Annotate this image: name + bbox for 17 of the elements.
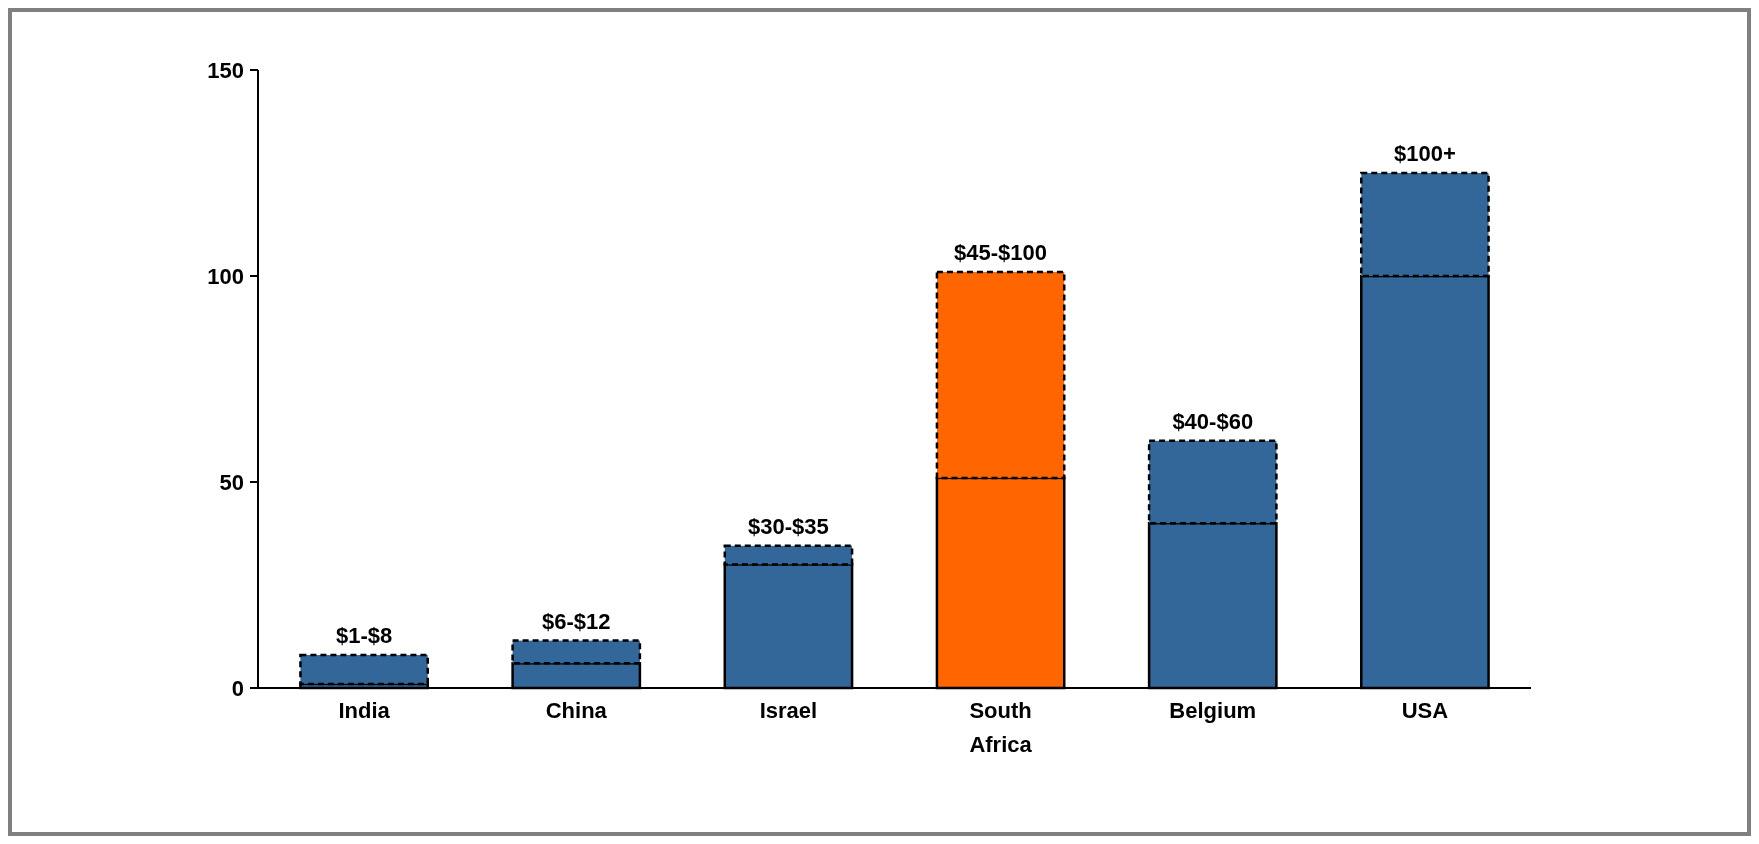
y-tick-label: 100	[207, 263, 244, 289]
annotation: $45-$100	[954, 239, 1048, 265]
bar	[299, 653, 429, 686]
x-tick-label: China	[545, 698, 608, 723]
x-tick-label: South Africa	[969, 698, 1033, 757]
annotation: $1-$8	[335, 623, 393, 649]
x-tick-label: USA	[1401, 698, 1449, 723]
annotation: $30-$35	[748, 513, 829, 539]
x-tick-label: Belgium	[1169, 698, 1257, 723]
annotation: $100+	[1394, 141, 1456, 166]
annotation: $40-$60	[1172, 408, 1254, 434]
y-tick-label: 50	[219, 469, 244, 495]
x-tick-label: Israel	[759, 698, 818, 723]
annotation: $6-$12	[541, 608, 611, 634]
y-tick-label: 0	[231, 675, 244, 701]
x-tick-label: India	[338, 698, 391, 723]
y-tick-label: 150	[207, 57, 244, 83]
